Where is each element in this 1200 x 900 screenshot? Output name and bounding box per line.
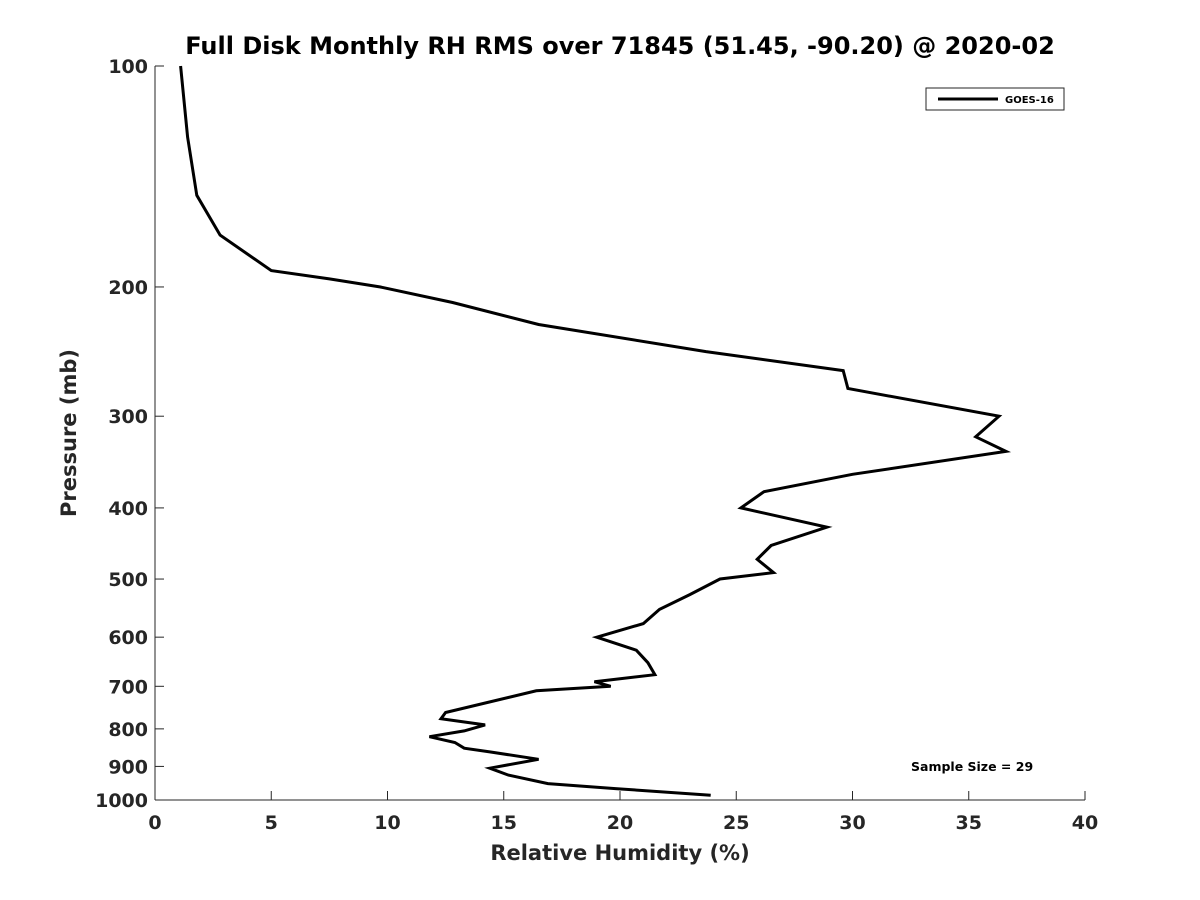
y-ticks: 100 200 300 400 500 600 700 800 900 1000 (95, 56, 164, 812)
y-tick-label: 600 (108, 627, 148, 649)
x-tick-label: 5 (265, 812, 278, 834)
legend-entry-goes-16: GOES-16 (1005, 95, 1054, 106)
x-tick-label: 30 (839, 812, 865, 834)
y-tick-label: 400 (108, 498, 148, 520)
y-tick-label: 500 (108, 569, 148, 591)
x-tick-label: 40 (1072, 812, 1098, 834)
y-tick-label: 200 (108, 277, 148, 299)
y-tick-label: 300 (108, 406, 148, 428)
x-ticks: 0 5 10 15 20 25 30 35 40 (148, 791, 1098, 834)
x-axis-label: Relative Humidity (%) (490, 841, 749, 865)
y-axis-label: Pressure (mb) (57, 349, 81, 517)
x-tick-label: 0 (148, 812, 161, 834)
axes (154, 66, 1085, 801)
sample-size-annotation: Sample Size = 29 (911, 759, 1033, 774)
y-tick-label: 900 (108, 756, 148, 778)
legend: GOES-16 (925, 87, 1065, 111)
x-tick-label: 15 (491, 812, 517, 834)
y-tick-label: 1000 (95, 790, 148, 812)
x-tick-label: 10 (374, 812, 400, 834)
x-tick-label: 20 (607, 812, 633, 834)
y-tick-label: 800 (108, 719, 148, 741)
series-line-goes-16 (179, 65, 1012, 797)
chart-title: Full Disk Monthly RH RMS over 71845 (51.… (185, 32, 1055, 60)
y-tick-label: 100 (108, 56, 148, 78)
y-tick-label: 700 (108, 676, 148, 698)
series-group (179, 65, 1012, 797)
x-tick-label: 35 (956, 812, 982, 834)
x-tick-label: 25 (723, 812, 749, 834)
